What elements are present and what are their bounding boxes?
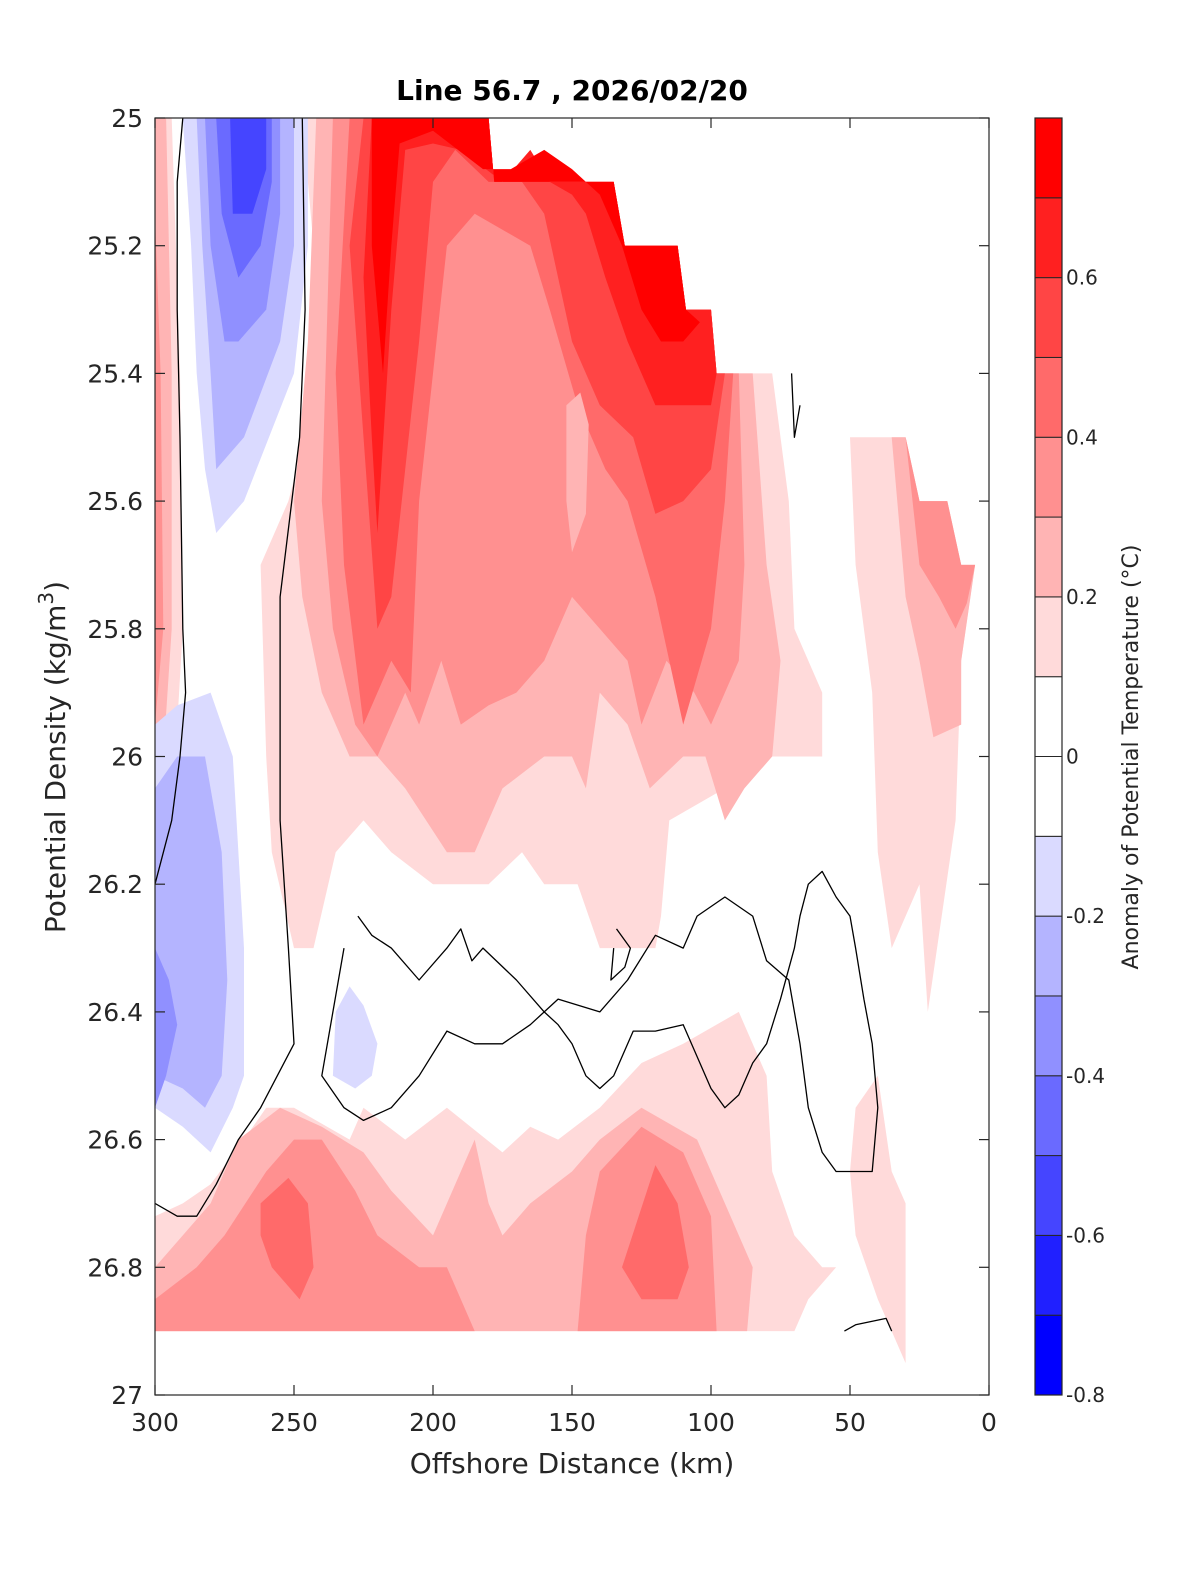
- x-tick-label: 100: [687, 1408, 735, 1437]
- chart-title: Line 56.7 , 2026/02/20: [396, 74, 748, 107]
- y-tick-label: 26.2: [87, 870, 143, 899]
- contour-region-cool-lower-left-3: [155, 948, 178, 1108]
- x-tick-label: 50: [834, 1408, 866, 1437]
- colorbar-band: [1034, 277, 1063, 358]
- y-tick-label: 25: [111, 104, 143, 133]
- colorbar-band: [1034, 1234, 1063, 1316]
- contour-region-warm-core-lower-right: [622, 1165, 689, 1300]
- contour-line-zero-left-1: [155, 118, 187, 885]
- contour-fills: [155, 118, 976, 1364]
- y-tick-label: 26: [111, 743, 143, 772]
- colorbar-band: [1034, 1155, 1063, 1236]
- x-tick-label: 300: [131, 1408, 179, 1437]
- colorbar-tick-label: -0.6: [1066, 1223, 1105, 1247]
- y-tick-label: 26.4: [87, 998, 143, 1027]
- contour-region-cool-mid-patch: [332, 986, 378, 1089]
- y-tick-label: 25.2: [87, 232, 143, 261]
- colorbar-band: [1034, 516, 1063, 598]
- contour-line-zero-mid-loop: [321, 870, 879, 1173]
- contour-region-light-spot-150: [566, 392, 589, 553]
- colorbar-band: [1034, 1075, 1063, 1157]
- x-axis: 300 250 200 150 100 50 0: [131, 118, 997, 1437]
- colorbar-band: [1034, 197, 1063, 279]
- colorbar-band: [1034, 835, 1063, 917]
- x-tick-label: 150: [548, 1408, 596, 1437]
- contour-region-cool-upper-column-5: [230, 118, 267, 214]
- y-tick-label: 26.6: [87, 1126, 143, 1155]
- y-tick-label: 25.6: [87, 487, 143, 516]
- x-tick-label: 250: [270, 1408, 318, 1437]
- contour-region-warm-core-lower-left: [260, 1177, 314, 1300]
- contour-line-zero-right-fragment: [790, 373, 801, 438]
- colorbar-tick-label: 0.4: [1066, 425, 1098, 449]
- contour-region-warm-lower-band-3: [155, 1139, 475, 1332]
- y-axis-label: Potential Density (kg/m3): [34, 581, 72, 933]
- contour-line-zero-bottom-fragment: [844, 1317, 893, 1332]
- colorbar-band: [1034, 756, 1063, 837]
- colorbar-label: Anomaly of Potential Temperature (°C): [1119, 545, 1144, 970]
- colorbar-band: [1034, 596, 1063, 678]
- colorbar-tick-label: 0: [1066, 745, 1079, 769]
- colorbar: -0.8 -0.6 -0.4 -0.2 0 0.2 0.4 0.6: [1034, 117, 1105, 1407]
- colorbar-band: [1034, 356, 1063, 438]
- y-axis: 25 25.2 25.4 25.6 25.8 26 26.2 26.4 26.6 26.8 27: [87, 104, 989, 1410]
- x-tick-label: 200: [409, 1408, 457, 1437]
- contour-line-zero-left-2: [155, 118, 306, 1217]
- colorbar-band: [1034, 436, 1063, 518]
- colorbar-band: [1034, 676, 1063, 757]
- y-tick-label: 27: [111, 1381, 143, 1410]
- contour-region-warm-right-lower: [850, 1075, 906, 1364]
- x-tick-label: 0: [981, 1408, 997, 1437]
- contour-region-warm-core-top: [371, 118, 700, 374]
- colorbar-tick-label: 0.6: [1066, 266, 1098, 290]
- colorbar-band: [1034, 117, 1063, 199]
- colorbar-band: [1034, 915, 1063, 997]
- y-axis-label-superscript: 3: [34, 592, 58, 605]
- y-tick-label: 25.4: [87, 359, 143, 388]
- y-tick-label: 25.8: [87, 615, 143, 644]
- contour-line-zero-small-loop: [610, 928, 632, 981]
- colorbar-tick-label: -0.8: [1066, 1383, 1105, 1407]
- colorbar-tick-label: -0.4: [1066, 1064, 1105, 1088]
- x-axis-label: Offshore Distance (km): [410, 1447, 735, 1480]
- colorbar-band: [1034, 995, 1063, 1077]
- colorbar-frame: [1034, 117, 1063, 1396]
- contour-region-warm-main-body-6: [363, 118, 717, 533]
- y-axis-label-main: Potential Density (kg/m: [39, 605, 72, 934]
- plot-area: 300 250 200 150 100 50 0 2525.225.425.625.8262…: [87, 104, 997, 1437]
- zero-contour-lines: [155, 118, 893, 1332]
- contour-region-warm-right-3: [905, 437, 976, 629]
- y-tick-label: 26.8: [87, 1253, 143, 1282]
- colorbar-tick-label: 0.2: [1066, 585, 1098, 609]
- y-axis-label-suffix: ): [39, 581, 72, 592]
- colorbar-tick-label: -0.2: [1066, 904, 1105, 928]
- contour-region-warm-upper-left-strip-3: [155, 213, 164, 725]
- colorbar-band: [1034, 1314, 1063, 1396]
